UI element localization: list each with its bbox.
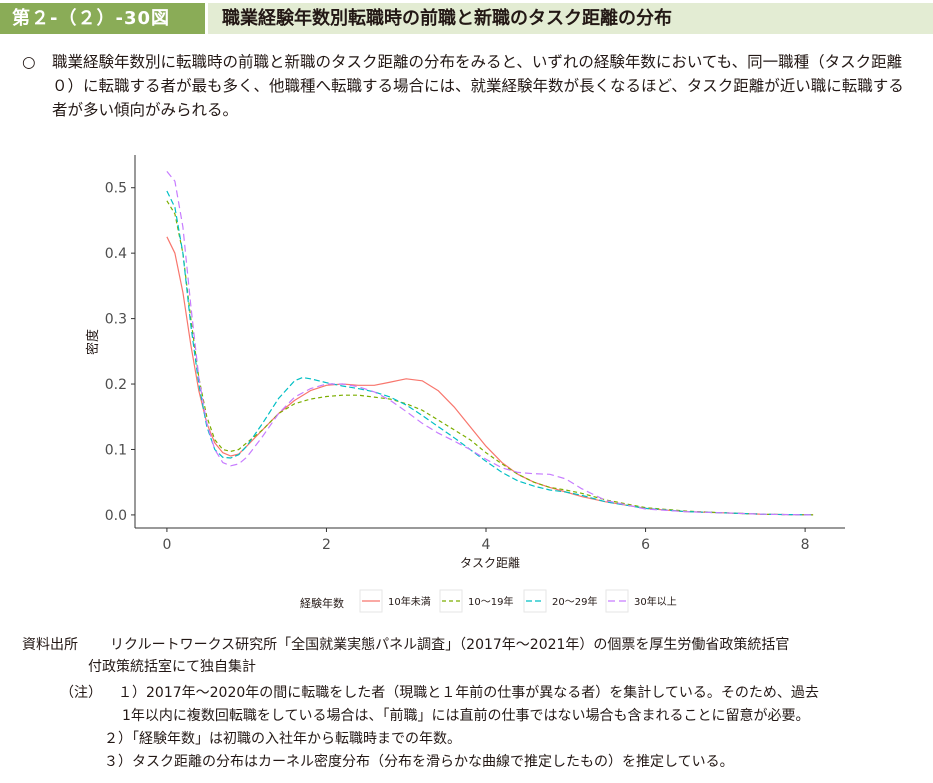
y-tick-label: 0.4	[105, 246, 127, 262]
y-tick-label: 0.0	[105, 508, 127, 524]
note-2: ２）「経験年数」は初職の入社年から転職時までの年数。	[104, 731, 461, 747]
series-line-1	[166, 200, 814, 516]
y-axis-label: 密度	[85, 329, 101, 355]
legend-title: 経験年数	[300, 596, 344, 610]
chart-legend: 経験年数 10年未満 10～19年 20～29年 30年以上	[300, 589, 677, 613]
note-1-continued: 1年以内に複数回転職をしている場合は、「前職」には直前の仕事ではない場合も含まれ…	[122, 708, 810, 724]
x-tick-label: 8	[801, 537, 810, 553]
series-line-2	[166, 190, 814, 516]
summary-text: 職業経験年数別に転職時の前職と新職のタスク距離の分布をみると、いずれの経験年数に…	[52, 53, 904, 119]
figure-header: 第２-（２）-30図 職業経験年数別転職時の前職と新職のタスク距離の分布	[0, 0, 933, 38]
figure-title: 職業経験年数別転職時の前職と新職のタスク距離の分布	[208, 3, 933, 34]
note-label: （注）	[60, 685, 102, 701]
summary-paragraph: ○ 職業経験年数別に転職時の前職と新職のタスク距離の分布をみると、いずれの経験年…	[22, 50, 917, 122]
chart-axes: 0.0 0.1 0.2 0.3 0.4 0.5 0 2 4 6 8	[105, 155, 845, 553]
x-tick-label: 4	[482, 537, 491, 553]
density-chart: 0.0 0.1 0.2 0.3 0.4 0.5 0 2 4 6 8 密度 タスク距離 経験年数 10…	[85, 155, 845, 613]
x-axis-label: タスク距離	[460, 556, 520, 570]
legend-label: 10年未満	[388, 595, 431, 608]
note-1: １）2017年～2020年の間に転職をした者（現職と１年前の仕事が異なる者）を集…	[118, 685, 819, 701]
legend-key-box	[605, 589, 629, 613]
note-3: ３）タスク距離の分布はカーネル密度分布（分布を滑らかな曲線で推定したもの）を推定…	[104, 754, 734, 770]
y-tick-label: 0.5	[105, 181, 127, 197]
legend-label: 20～29年	[552, 595, 597, 608]
series-line-3	[166, 171, 814, 516]
x-tick-label: 2	[322, 537, 331, 553]
source-text-continued: 付政策統括室にて独自集計	[88, 659, 256, 675]
source-text: リクルートワークス研究所「全国就業実態パネル調査」（2017年～2021年）の個…	[110, 637, 790, 653]
chart-series	[166, 171, 814, 516]
figure-number: 第２-（２）-30図	[0, 3, 205, 34]
legend-label: 30年以上	[634, 595, 677, 608]
y-tick-label: 0.3	[105, 312, 127, 328]
x-tick-label: 6	[641, 537, 650, 553]
x-tick-label: 0	[162, 537, 171, 553]
bullet-circle-icon: ○	[22, 53, 36, 71]
legend-label: 10～19年	[468, 595, 513, 608]
y-tick-label: 0.2	[105, 377, 127, 393]
y-tick-label: 0.1	[105, 442, 127, 458]
series-line-0	[166, 236, 814, 516]
source-label: 資料出所	[22, 637, 78, 653]
